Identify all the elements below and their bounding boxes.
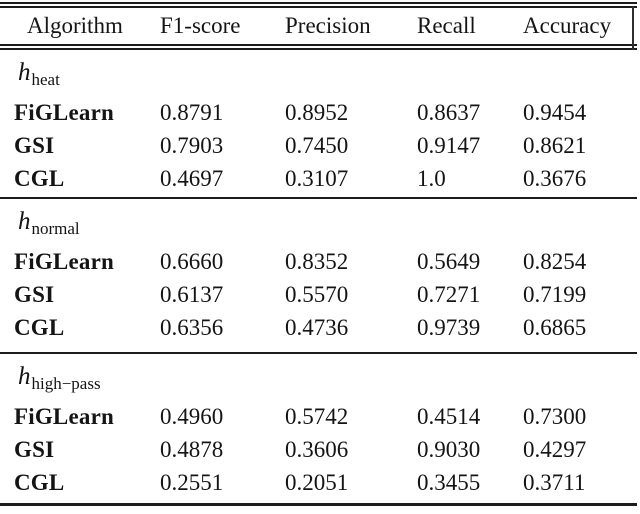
column-header-recall: Recall [417,13,476,38]
recall-value: 0.9739 [417,314,481,340]
recall-value: 0.5649 [417,248,481,274]
recall-value: 0.3455 [417,469,481,495]
table-row: GSI 0.4878 0.3606 0.9030 0.4297 [0,433,640,466]
f1-score-value: 0.7903 [160,132,224,158]
table-row: FiGLearn 0.6660 0.8352 0.5649 0.8254 [0,245,640,278]
algorithm-name: CGL [14,165,65,191]
f1-score-value: 0.4960 [160,403,224,429]
header-rule [0,44,637,50]
algorithm-name: FiGLearn [14,99,114,125]
precision-value: 0.2051 [285,469,349,495]
precision-value: 0.8952 [285,99,349,125]
filter-subscript: heat [31,70,60,89]
section-label-high-pass: h high−pass [0,354,640,400]
table-row: CGL 0.2551 0.2051 0.3455 0.3711 [0,466,640,499]
recall-value: 0.7271 [417,281,481,307]
recall-value: 0.4514 [417,403,481,429]
precision-value: 0.5570 [285,281,349,307]
precision-value: 0.8352 [285,248,349,274]
section-label-heat: h heat [0,50,640,96]
filter-symbol: h [18,59,31,86]
accuracy-value: 0.8621 [523,132,587,158]
precision-value: 0.3107 [285,165,349,191]
filter-subscript: high−pass [31,374,101,393]
algorithm-name: FiGLearn [14,403,114,429]
f1-score-value: 0.6356 [160,314,224,340]
f1-score-value: 0.8791 [160,99,224,125]
filter-symbol: h [18,208,31,235]
f1-score-value: 0.2551 [160,469,224,495]
table-header-row: Algorithm F1-score Precision Recall Accu… [0,8,640,44]
filter-symbol: h [18,363,31,390]
accuracy-value: 0.7300 [523,403,587,429]
recall-value: 0.9147 [417,132,481,158]
accuracy-value: 0.3676 [523,165,587,191]
accuracy-value: 0.8254 [523,248,587,274]
precision-value: 0.4736 [285,314,349,340]
recall-value: 0.8637 [417,99,481,125]
right-edge-mark [632,6,634,50]
table-row: CGL 0.4697 0.3107 1.0 0.3676 [0,162,640,195]
accuracy-value: 0.9454 [523,99,587,125]
accuracy-value: 0.7199 [523,281,587,307]
algorithm-name: FiGLearn [14,248,114,274]
precision-value: 0.3606 [285,436,349,462]
f1-score-value: 0.4878 [160,436,224,462]
algorithm-name: GSI [14,281,55,307]
section-rule [0,352,637,354]
section-high-pass: h high−pass FiGLearn 0.4960 0.5742 0.4514… [0,354,640,503]
recall-value: 0.9030 [417,436,481,462]
algorithm-name: GSI [14,436,55,462]
table-row: FiGLearn 0.4960 0.5742 0.4514 0.7300 [0,400,640,433]
section-rule [0,197,637,199]
column-header-accuracy: Accuracy [523,13,612,38]
recall-value: 1.0 [417,165,446,191]
section-label-normal: h normal [0,199,640,245]
f1-score-value: 0.4697 [160,165,224,191]
section-normal: h normal FiGLearn 0.6660 0.8352 0.5649 0.… [0,199,640,352]
precision-value: 0.5742 [285,403,349,429]
algorithm-name: CGL [14,469,65,495]
algorithm-name: CGL [14,314,65,340]
top-rule [0,2,637,8]
table-row: GSI 0.6137 0.5570 0.7271 0.7199 [0,278,640,311]
column-header-algorithm: Algorithm [27,13,123,38]
f1-score-value: 0.6660 [160,248,224,274]
table-row: GSI 0.7903 0.7450 0.9147 0.8621 [0,129,640,162]
accuracy-value: 0.6865 [523,314,587,340]
section-heat: h heat FiGLearn 0.8791 0.8952 0.8637 0.94… [0,50,640,197]
f1-score-value: 0.6137 [160,281,224,307]
accuracy-value: 0.4297 [523,436,587,462]
table-row: FiGLearn 0.8791 0.8952 0.8637 0.9454 [0,96,640,129]
precision-value: 0.7450 [285,132,349,158]
column-header-precision: Precision [285,13,371,38]
algorithm-name: GSI [14,132,55,158]
bottom-rule [0,503,637,506]
column-header-f1-score: F1-score [160,13,241,38]
table-row: CGL 0.6356 0.4736 0.9739 0.6865 [0,311,640,344]
accuracy-value: 0.3711 [523,469,586,495]
filter-subscript: normal [31,219,80,238]
